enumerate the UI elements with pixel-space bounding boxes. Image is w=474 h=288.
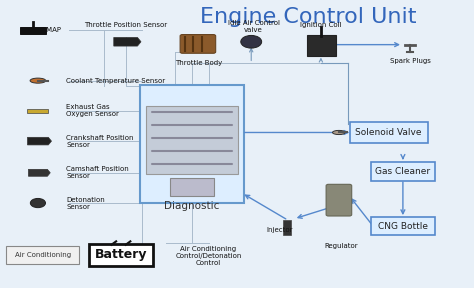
FancyBboxPatch shape [140,85,244,203]
FancyBboxPatch shape [20,27,46,34]
FancyBboxPatch shape [307,35,336,56]
Text: Regulator: Regulator [325,243,358,249]
FancyBboxPatch shape [371,217,435,236]
FancyBboxPatch shape [89,244,153,266]
Text: Solenoid Valve: Solenoid Valve [356,128,422,137]
Text: T-MAP: T-MAP [40,27,61,33]
Text: Injector: Injector [266,228,293,233]
Text: Air Conditioning
Control/Detonation
Control: Air Conditioning Control/Detonation Cont… [175,246,242,266]
Text: Camshaft Position
Sensor: Camshaft Position Sensor [66,166,129,179]
Text: Throttle Position Sensor: Throttle Position Sensor [84,22,167,28]
Ellipse shape [332,130,345,134]
Polygon shape [27,137,52,145]
Text: Spark Plugs: Spark Plugs [390,58,430,64]
FancyBboxPatch shape [326,184,352,216]
FancyBboxPatch shape [283,221,291,234]
FancyBboxPatch shape [146,106,238,174]
Text: Detonation
Sensor: Detonation Sensor [66,196,105,210]
Circle shape [30,198,46,208]
Text: Crankshaft Position
Sensor: Crankshaft Position Sensor [66,134,134,148]
FancyBboxPatch shape [170,178,214,196]
Text: Throttle Body: Throttle Body [175,60,223,67]
FancyBboxPatch shape [180,35,216,53]
Ellipse shape [30,78,46,83]
FancyBboxPatch shape [371,162,435,181]
FancyBboxPatch shape [27,109,48,113]
Circle shape [241,35,262,48]
Text: Diagnostic: Diagnostic [164,201,219,211]
Text: Coolant Temperature Sensor: Coolant Temperature Sensor [66,78,165,84]
FancyBboxPatch shape [349,122,428,143]
Text: Gas Cleaner: Gas Cleaner [375,167,430,176]
Text: Idle Air Control
valve: Idle Air Control valve [228,20,280,33]
Text: CNG Bottle: CNG Bottle [378,221,428,231]
Polygon shape [114,37,141,46]
FancyBboxPatch shape [7,246,79,264]
Polygon shape [28,169,50,176]
Text: Engine Control Unit: Engine Control Unit [200,7,416,27]
Text: Ignition Coil: Ignition Coil [300,22,342,28]
Text: Battery: Battery [95,248,147,262]
Text: Exhaust Gas
Oxygen Sensor: Exhaust Gas Oxygen Sensor [66,104,119,118]
Text: Air Conditioning: Air Conditioning [15,252,71,258]
